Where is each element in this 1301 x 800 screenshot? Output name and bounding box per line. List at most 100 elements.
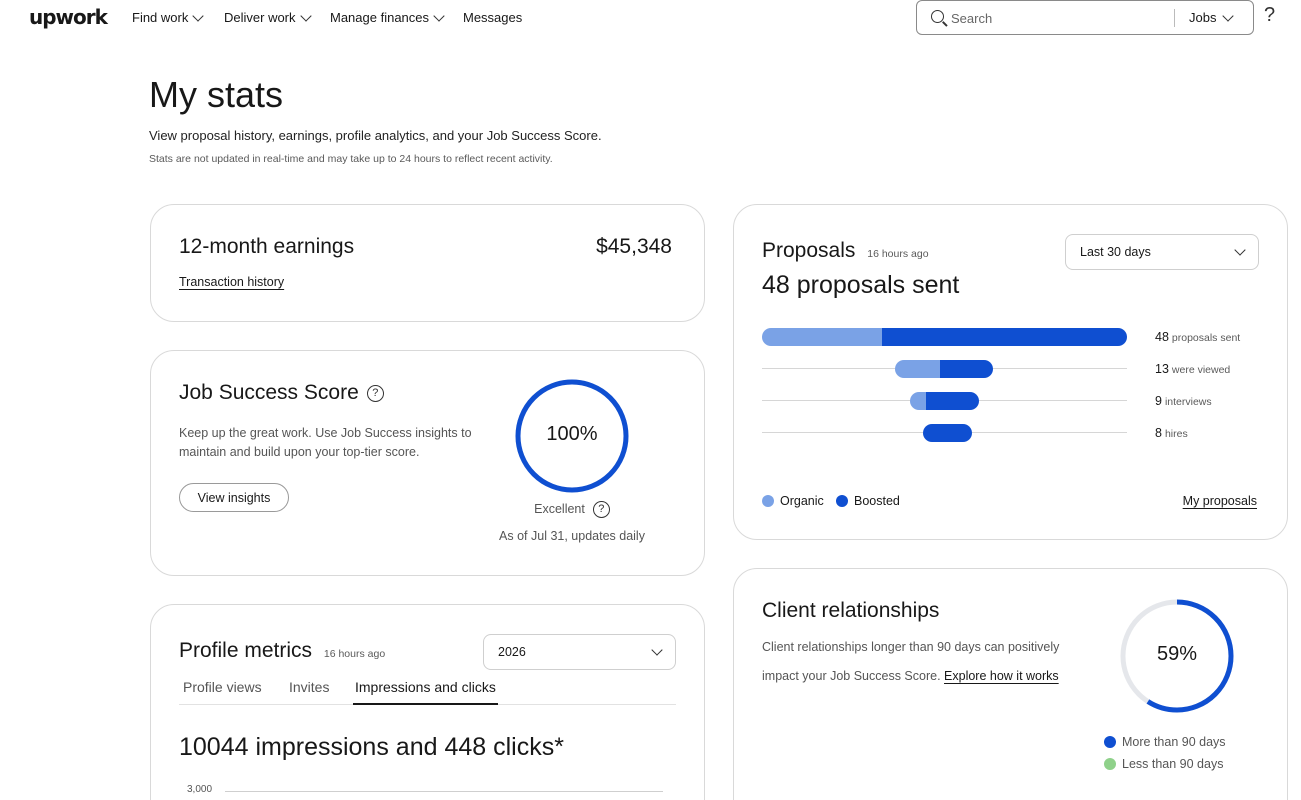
jss-description: Keep up the great work. Use Job Success … xyxy=(179,426,472,459)
funnel-caption: proposals sent xyxy=(1171,332,1241,344)
legend-boosted: Boosted xyxy=(836,494,900,508)
explore-how-it-works-link[interactable]: Explore how it works xyxy=(944,669,1059,683)
tab-profile-views[interactable]: Profile views xyxy=(183,679,262,695)
search-bar: Jobs xyxy=(916,0,1254,35)
funnel-label-hires: 8 hires xyxy=(1155,426,1188,440)
year-select-value: 2026 xyxy=(498,645,526,659)
funnel-count: 48 xyxy=(1155,330,1169,344)
search-icon xyxy=(931,10,944,23)
jss-title-row: Job Success Score? xyxy=(179,381,384,405)
view-insights-button[interactable]: View insights xyxy=(179,483,289,512)
help-circle-icon[interactable]: ? xyxy=(592,501,610,518)
funnel-bar-organic xyxy=(910,392,926,410)
chart-y-tick: 3,000 xyxy=(187,784,213,795)
search-scope-select[interactable]: Jobs xyxy=(1189,9,1235,25)
nav-find-work-label: Find work xyxy=(132,10,189,25)
help-circle-icon[interactable]: ? xyxy=(366,384,384,402)
earnings-amount: $45,348 xyxy=(596,235,672,258)
funnel-caption: were viewed xyxy=(1171,364,1231,376)
legend-dot-less xyxy=(1104,758,1116,770)
funnel-caption: hires xyxy=(1164,428,1188,440)
nav-find-work[interactable]: Find work xyxy=(132,9,205,25)
legend-organic: Organic xyxy=(762,494,824,508)
year-select[interactable]: 2026 xyxy=(483,634,676,670)
job-success-card: Job Success Score? Keep up the great wor… xyxy=(150,350,705,576)
client-title: Client relationships xyxy=(762,599,940,622)
legend-less-label: Less than 90 days xyxy=(1122,757,1224,771)
upwork-logo[interactable]: upwork xyxy=(29,5,108,29)
search-divider xyxy=(1174,9,1175,27)
funnel-count: 8 xyxy=(1155,426,1162,440)
chevron-down-icon xyxy=(299,9,312,22)
legend-organic-label: Organic xyxy=(780,494,824,508)
funnel-row-viewed xyxy=(762,360,1127,378)
proposals-updated: 16 hours ago xyxy=(867,248,929,260)
nav-manage-finances[interactable]: Manage finances xyxy=(330,9,445,25)
profile-metrics-title: Profile metrics xyxy=(179,639,313,662)
page-title: My stats xyxy=(149,74,284,115)
funnel-label-sent: 48 proposals sent xyxy=(1155,330,1240,344)
funnel-bar-boosted xyxy=(882,328,1127,346)
page-subtitle: View proposal history, earnings, profile… xyxy=(149,128,602,143)
funnel-row-hires xyxy=(762,424,1127,442)
chart-gridline xyxy=(225,791,663,792)
nav-deliver-work-label: Deliver work xyxy=(224,10,296,25)
jss-ring-chart xyxy=(515,379,629,493)
transaction-history-link[interactable]: Transaction history xyxy=(179,275,285,289)
nav-manage-finances-label: Manage finances xyxy=(330,10,430,25)
search-scope-label: Jobs xyxy=(1189,10,1217,25)
chevron-down-icon xyxy=(651,644,663,656)
date-range-select[interactable]: Last 30 days xyxy=(1065,234,1259,270)
profile-metrics-card: Profile metrics 16 hours ago 2026 Profil… xyxy=(150,604,705,800)
search-input[interactable] xyxy=(951,8,1161,28)
funnel-bar-organic xyxy=(762,328,882,346)
funnel-bar-boosted xyxy=(926,392,979,410)
funnel-row-sent xyxy=(762,328,1127,346)
funnel-bar-boosted xyxy=(940,360,993,378)
earnings-title: 12-month earnings xyxy=(179,235,355,258)
nav-deliver-work[interactable]: Deliver work xyxy=(224,9,312,25)
legend-less-than-90: Less than 90 days xyxy=(1104,757,1223,771)
client-relationships-card: Client relationships Client relationship… xyxy=(733,568,1288,800)
client-ring-chart xyxy=(1120,599,1234,713)
jss-rating: Excellent xyxy=(534,501,585,516)
nav-messages[interactable]: Messages xyxy=(463,10,522,25)
chevron-down-icon xyxy=(433,9,445,22)
help-icon[interactable]: ? xyxy=(1264,4,1276,26)
chevron-down-icon xyxy=(1222,9,1235,22)
proposals-headline: 48 proposals sent xyxy=(762,271,960,299)
page-note: Stats are not updated in real-time and m… xyxy=(149,153,553,165)
client-description-block: Client relationships longer than 90 days… xyxy=(762,633,1092,691)
earnings-card: 12-month earnings $45,348 Transaction hi… xyxy=(150,204,705,322)
jss-title: Job Success Score xyxy=(179,381,359,404)
funnel-count: 13 xyxy=(1155,362,1169,376)
client-ring-progress xyxy=(1120,599,1234,713)
funnel-label-viewed: 13 were viewed xyxy=(1155,362,1230,376)
legend-dot-boosted xyxy=(836,495,848,507)
funnel-caption: interviews xyxy=(1164,396,1212,408)
tab-impressions-and-clicks[interactable]: Impressions and clicks xyxy=(353,679,498,705)
legend-boosted-label: Boosted xyxy=(854,494,900,508)
jss-rating-row: Excellent? xyxy=(481,501,663,518)
legend-more-label: More than 90 days xyxy=(1122,735,1226,749)
my-proposals-link[interactable]: My proposals xyxy=(1182,494,1257,508)
funnel-bar-organic xyxy=(895,360,940,378)
chevron-down-icon xyxy=(1234,244,1246,256)
profile-metrics-tabs: Profile views Invites Impressions and cl… xyxy=(179,677,676,705)
chevron-down-icon xyxy=(192,9,205,22)
legend-dot-more xyxy=(1104,736,1116,748)
profile-metrics-headline: 10044 impressions and 448 clicks* xyxy=(179,733,564,761)
funnel-bar-boosted xyxy=(923,424,972,442)
jss-ring-progress xyxy=(515,379,629,493)
proposals-card: Proposals 16 hours ago Last 30 days 48 p… xyxy=(733,204,1288,540)
jss-value: 100% xyxy=(546,423,598,445)
legend-more-than-90: More than 90 days xyxy=(1104,735,1226,749)
proposals-title-row: Proposals 16 hours ago xyxy=(762,239,929,263)
tab-invites[interactable]: Invites xyxy=(289,679,330,695)
profile-metrics-title-row: Profile metrics 16 hours ago xyxy=(179,639,385,663)
client-value: 59% xyxy=(1156,643,1198,665)
date-range-value: Last 30 days xyxy=(1080,245,1151,259)
nav-messages-label: Messages xyxy=(463,10,523,25)
legend-dot-organic xyxy=(762,495,774,507)
top-navigation: upwork Find work Deliver work Manage fin… xyxy=(0,0,1301,36)
